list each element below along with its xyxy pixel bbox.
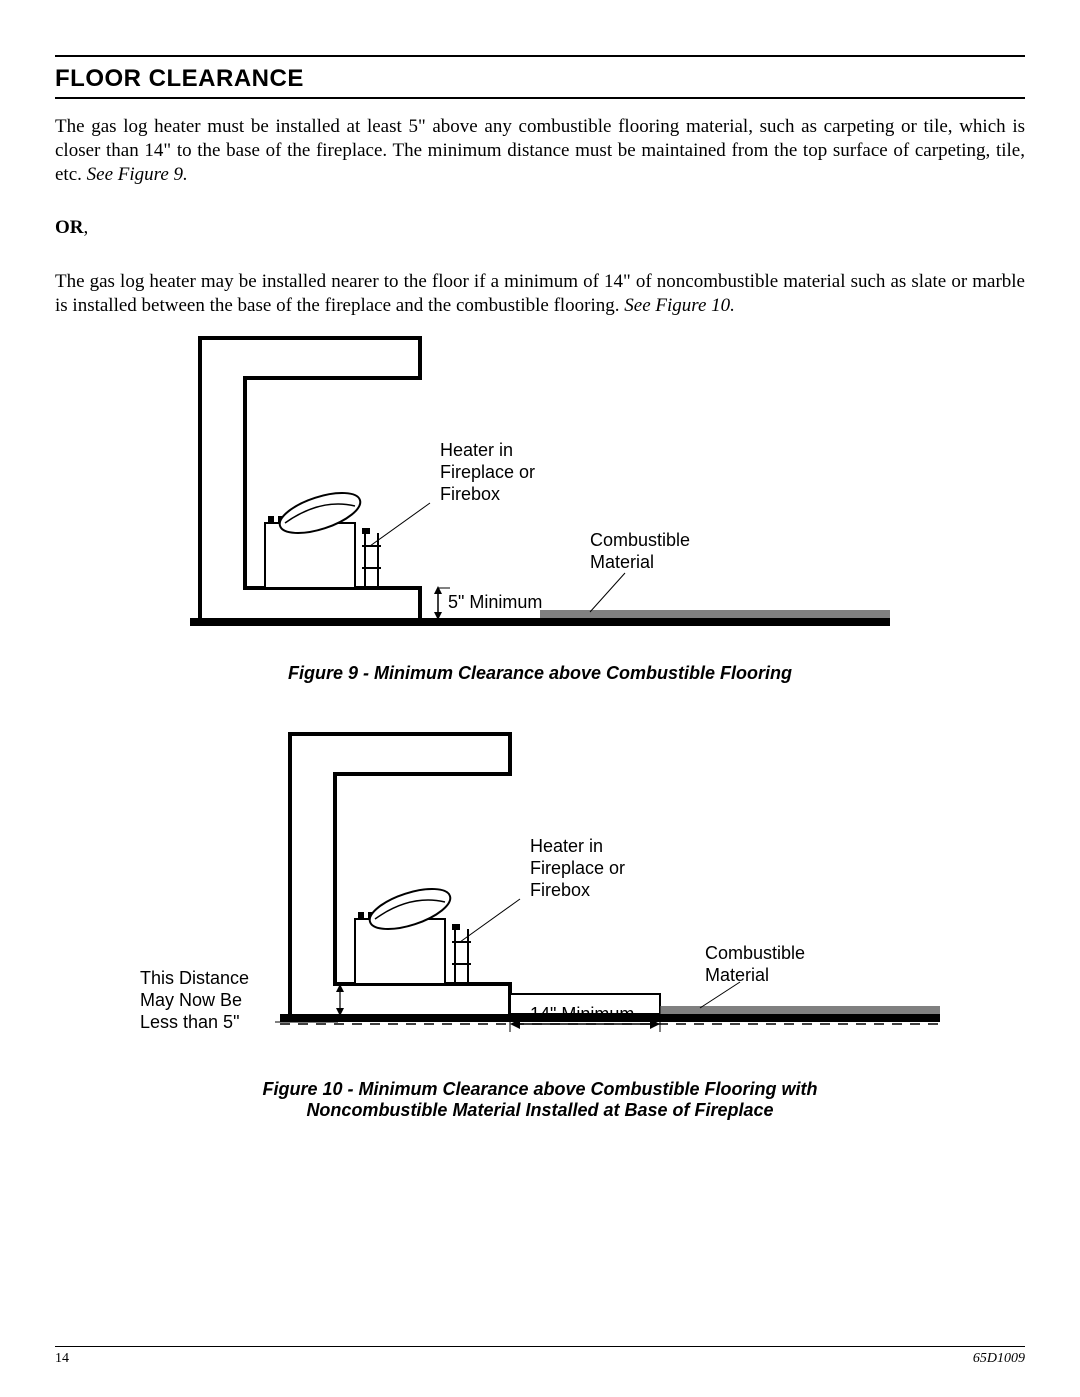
min14-label: 14" Minimum: [530, 1004, 634, 1024]
heater-label-1-10: Heater in: [530, 836, 603, 856]
or-line: OR,: [55, 216, 1025, 240]
heater-label-2: Fireplace or: [440, 462, 535, 482]
heater-label-2-10: Fireplace or: [530, 858, 625, 878]
fireplace-group: [290, 734, 510, 1014]
section-title: FLOOR CLEARANCE: [55, 65, 1025, 93]
combustible-stripe: [540, 610, 890, 618]
figure-10-caption-l2: Noncombustible Material Installed at Bas…: [306, 1100, 773, 1120]
grate-top: [362, 528, 370, 534]
doc-id: 65D1009: [973, 1351, 1025, 1367]
heater-label-1: Heater in: [440, 440, 513, 460]
paragraph-1-text: The gas log heater must be installed at …: [55, 116, 1025, 185]
figure-10-svg: Heater in Fireplace or Firebox Combustib…: [130, 724, 950, 1054]
combustible-leader: [590, 573, 625, 612]
floor-black: [190, 618, 890, 626]
grate-top-10: [452, 924, 460, 930]
combustible-leader-10: [700, 982, 740, 1008]
paragraph-2: The gas log heater may be installed near…: [55, 270, 1025, 318]
combustible-label-1-10: Combustible: [705, 943, 805, 963]
heater-leader: [370, 503, 430, 546]
heater-label-3: Firebox: [440, 484, 500, 504]
paragraph-1: The gas log heater must be installed at …: [55, 115, 1025, 186]
dist-label-3: Less than 5": [140, 1012, 239, 1032]
paragraph-2-text: The gas log heater may be installed near…: [55, 271, 1025, 316]
heater-label-3-10: Firebox: [530, 880, 590, 900]
dist-label-2: May Now Be: [140, 990, 242, 1010]
figure-9: Heater in Fireplace or Firebox Combustib…: [55, 328, 1025, 684]
min-label: 5" Minimum: [448, 592, 542, 612]
paragraph-1-ref: See Figure 9.: [87, 164, 188, 185]
figure-10-caption: Figure 10 - Minimum Clearance above Comb…: [55, 1079, 1025, 1121]
combustible-label-1: Combustible: [590, 530, 690, 550]
heater-knob-1-10: [358, 912, 364, 920]
footer-rule: [55, 1346, 1025, 1347]
min-arrow-up: [434, 586, 442, 594]
combustible-label-2-10: Material: [705, 965, 769, 985]
top-rule: [55, 55, 1025, 57]
page-footer: 14 65D1009: [55, 1346, 1025, 1367]
figure-9-caption: Figure 9 - Minimum Clearance above Combu…: [55, 663, 1025, 684]
document-page: FLOOR CLEARANCE The gas log heater must …: [0, 0, 1080, 1397]
paragraph-2-ref: See Figure 10.: [624, 295, 735, 316]
title-underline: [55, 97, 1025, 99]
heater-leader-10: [460, 899, 520, 942]
or-comma: ,: [84, 217, 89, 238]
figure-9-svg: Heater in Fireplace or Firebox Combustib…: [190, 328, 890, 638]
or-label: OR: [55, 217, 84, 238]
dist-label-1: This Distance: [140, 968, 249, 988]
figure-10: Heater in Fireplace or Firebox Combustib…: [55, 724, 1025, 1121]
figure-10-caption-l1: Figure 10 - Minimum Clearance above Comb…: [262, 1079, 817, 1099]
heater-knob-1: [268, 516, 274, 524]
page-number: 14: [55, 1351, 69, 1367]
combustible-label-2: Material: [590, 552, 654, 572]
